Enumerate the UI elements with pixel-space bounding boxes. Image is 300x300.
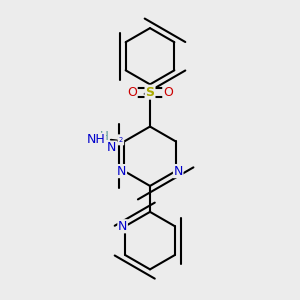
Text: O: O: [163, 86, 173, 99]
Text: N: N: [107, 141, 116, 154]
Text: N: N: [117, 165, 127, 178]
Text: N: N: [173, 165, 183, 178]
Text: N: N: [118, 220, 127, 233]
Text: NH: NH: [87, 133, 106, 146]
Text: $_2$: $_2$: [118, 135, 124, 145]
Text: O: O: [127, 86, 137, 99]
Text: S: S: [146, 86, 154, 99]
Text: H: H: [100, 130, 108, 143]
